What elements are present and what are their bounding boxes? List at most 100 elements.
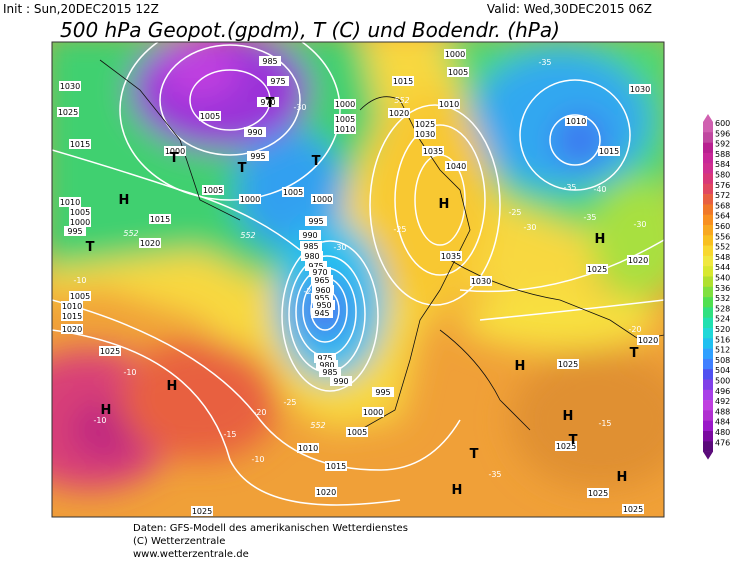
isobar-label-box: [346, 427, 368, 437]
isobar-label: 970: [312, 268, 327, 277]
colorbar-tick-label: 484: [715, 418, 730, 427]
isobar-label-box: [99, 346, 121, 356]
colorbar-swatch: [703, 441, 713, 452]
colorbar-tick-label: 516: [715, 335, 730, 344]
geopotential-label: 552: [394, 96, 409, 105]
pressure-center: H: [167, 379, 178, 394]
colorbar-tick-label: 560: [715, 222, 730, 231]
isobar-label-box: [444, 49, 466, 59]
isobar-label: 1025: [58, 108, 78, 117]
temperature-label: -40: [593, 185, 606, 194]
isobar-label: 975: [308, 262, 323, 271]
isobar-label: 1005: [200, 112, 220, 121]
isobar-label-box: [314, 353, 336, 363]
pressure-center: T: [569, 433, 578, 448]
temperature-label: -10: [73, 276, 86, 285]
isobar-label-box: [557, 359, 579, 369]
colorbar-tick-label: 592: [715, 140, 730, 149]
isobar-label: 1005: [203, 186, 223, 195]
isobar-label: 1000: [240, 195, 260, 204]
isobar-label-box: [239, 194, 261, 204]
isobar-label-box: [301, 251, 323, 261]
isobar-label: 985: [262, 57, 277, 66]
colorbar-tick-label: 528: [715, 304, 730, 313]
colorbar-swatch: [703, 358, 713, 370]
isobar-label: 1015: [326, 462, 346, 471]
pressure-center: H: [101, 403, 112, 418]
isobar-label-box: [202, 185, 224, 195]
isobar-label-box: [637, 335, 659, 345]
colorbar-tick-label: 576: [715, 181, 730, 190]
isobar-label: 1005: [283, 188, 303, 197]
isobar-label-box: [57, 107, 79, 117]
isobar-label-box: [191, 506, 213, 516]
isobar-label: 1030: [471, 277, 491, 286]
isobar-label-box: [300, 241, 322, 251]
colorbar-tick-label: 508: [715, 356, 730, 365]
colorbar-swatch: [703, 225, 713, 236]
colorbar-swatch: [703, 194, 713, 205]
colorbar-tick-label: 500: [715, 377, 730, 386]
isobar-label: 1000: [165, 147, 185, 156]
colorbar-tick-label: 588: [715, 150, 730, 159]
isobar-label-box: [392, 76, 414, 86]
isobar-label-box: [282, 187, 304, 197]
temperature-label: -25: [508, 208, 521, 217]
isobar-label-box: [315, 487, 337, 497]
isobar-label: 1030: [60, 82, 80, 91]
isobar-label-box: [61, 324, 83, 334]
pressure-center: H: [452, 483, 463, 498]
temperature-label: -10: [123, 368, 136, 377]
isobar-label: 1040: [446, 162, 466, 171]
isobar-label: 1000: [70, 218, 90, 227]
colorbar-swatch: [703, 204, 713, 215]
pressure-center: H: [119, 193, 130, 208]
isobar-label-box: [61, 311, 83, 321]
isobar-label: 980: [319, 361, 334, 370]
isobar-label: 995: [67, 227, 82, 236]
temperature-label: -35: [583, 213, 596, 222]
isobar-label-box: [139, 238, 161, 248]
isobar-label: 1005: [347, 428, 367, 437]
isobar-label: 1015: [62, 312, 82, 321]
isobar-label-box: [555, 441, 577, 451]
isobar-label-box: [312, 285, 334, 295]
isobar-label-box: [586, 264, 608, 274]
colorbar-tick-label: 596: [715, 129, 730, 138]
isobar-label: 1010: [439, 100, 459, 109]
footer-line: Daten: GFS-Modell des amerikanischen Wet…: [133, 523, 408, 534]
colorbar-swatch: [703, 163, 713, 174]
valid-time: Valid: Wed,30DEC2015 06Z: [487, 2, 652, 16]
colorbar-swatch: [703, 214, 713, 226]
isobar-label: 1015: [70, 140, 90, 149]
isobar-label: 1015: [150, 215, 170, 224]
colorbar-swatch: [703, 348, 713, 360]
pressure-center: T: [630, 346, 639, 361]
isobar-label: 980: [304, 252, 319, 261]
isobar-label-box: [305, 216, 327, 226]
colorbar-swatch: [703, 152, 713, 164]
isobar-label-box: [362, 407, 384, 417]
isobar-label: 1000: [445, 50, 465, 59]
isobar-label-box: [627, 255, 649, 265]
isobar-label: 990: [333, 377, 348, 386]
colorbar-swatch: [703, 132, 713, 143]
map-field: 1030102510151010100510009951005101010151…: [52, 42, 664, 517]
isobar-label: 1010: [566, 117, 586, 126]
temperature-label: -25: [393, 225, 406, 234]
isobar-label-box: [311, 275, 333, 285]
geopotential-label: 552: [123, 229, 138, 238]
isobar-label: 1035: [423, 147, 443, 156]
colorbar-arrow: [703, 451, 713, 460]
isobar-label: 985: [303, 242, 318, 251]
temperature-label: -35: [538, 58, 551, 67]
colorbar-swatch: [703, 431, 713, 442]
isobar-label: 1010: [62, 302, 82, 311]
isobar-label: 1015: [599, 147, 619, 156]
colorbar-tick-label: 556: [715, 232, 730, 241]
isobar-label: 965: [314, 276, 329, 285]
isobar-label: 955: [314, 294, 329, 303]
isobar-label-box: [149, 214, 171, 224]
temperature-label: -15: [598, 419, 611, 428]
